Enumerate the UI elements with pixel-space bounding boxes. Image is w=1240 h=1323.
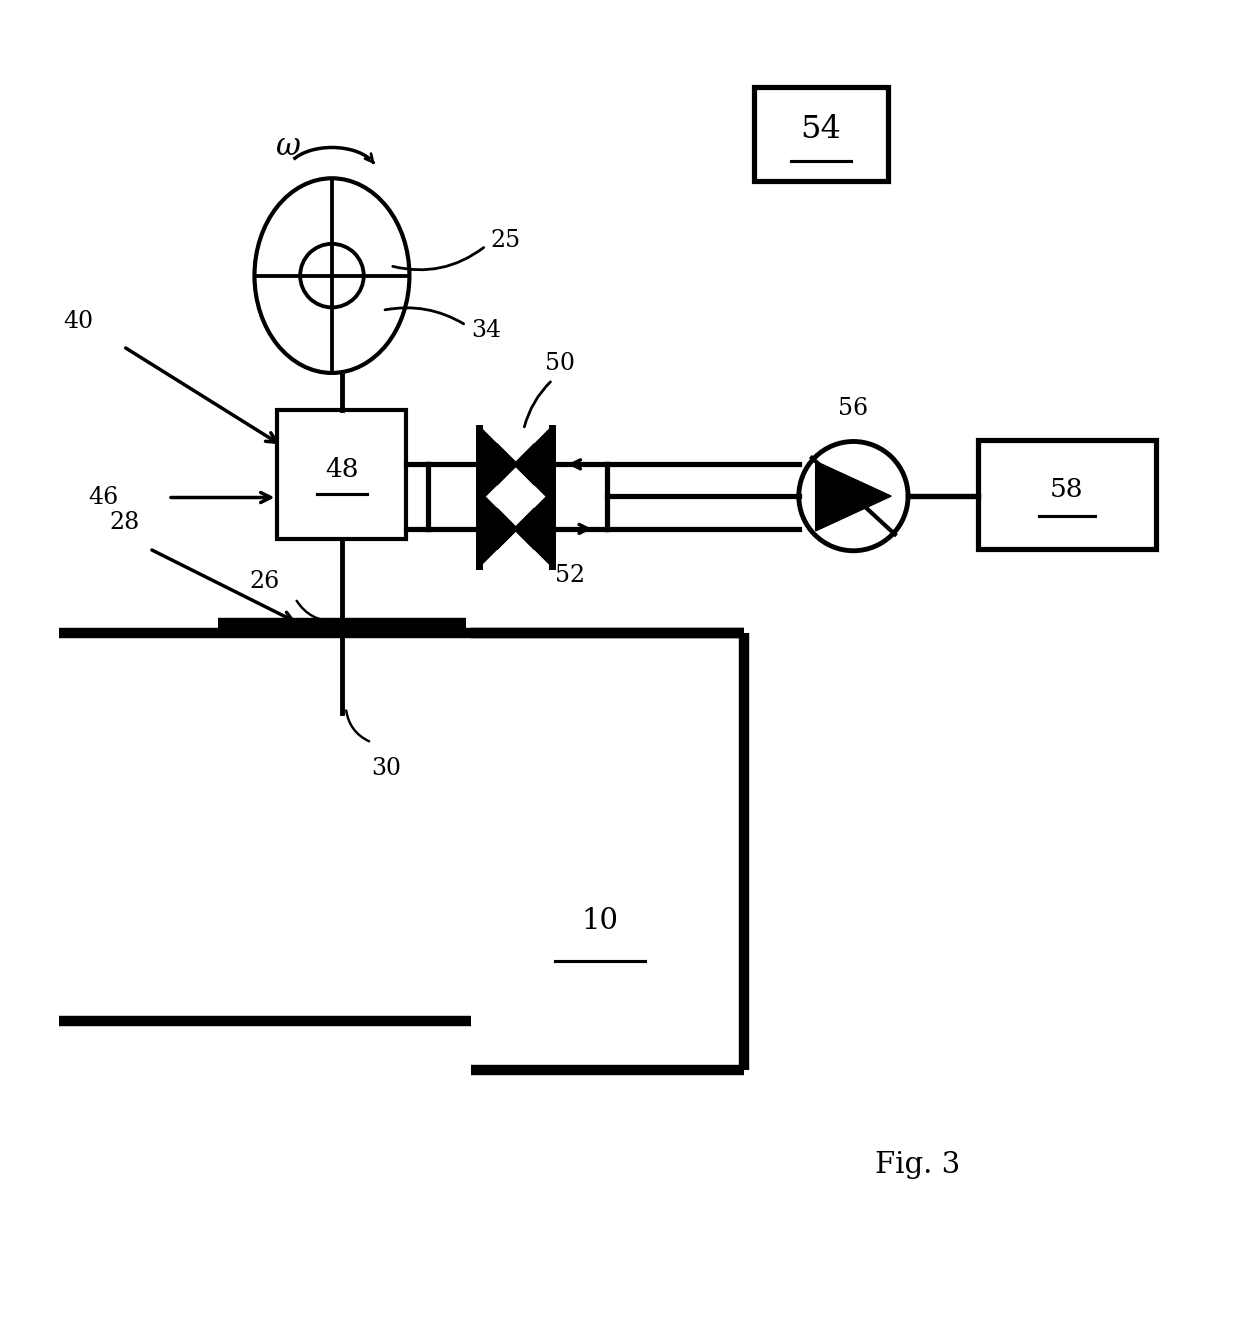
Text: 50: 50 [546, 352, 575, 374]
Circle shape [300, 243, 363, 307]
Text: 54: 54 [801, 114, 842, 144]
Text: 52: 52 [556, 564, 585, 586]
Text: 30: 30 [372, 757, 402, 781]
Bar [977, 439, 1157, 549]
Text: 46: 46 [88, 486, 118, 509]
Text: Fig. 3: Fig. 3 [875, 1151, 961, 1179]
Polygon shape [479, 492, 516, 566]
Text: 48: 48 [325, 456, 358, 482]
Text: 28: 28 [109, 511, 140, 534]
Text: 34: 34 [471, 319, 501, 341]
Bar [754, 87, 888, 181]
Text: 56: 56 [838, 397, 868, 419]
Ellipse shape [254, 179, 409, 373]
Polygon shape [479, 427, 516, 501]
Circle shape [799, 442, 908, 550]
Polygon shape [816, 462, 892, 531]
Polygon shape [516, 427, 553, 501]
Text: ω: ω [275, 131, 300, 161]
Text: 40: 40 [63, 310, 94, 333]
Text: 25: 25 [491, 229, 521, 253]
Text: 26: 26 [249, 570, 279, 594]
Polygon shape [516, 492, 553, 566]
Text: 10: 10 [582, 908, 619, 935]
Bar [278, 410, 407, 538]
Text: 58: 58 [1050, 476, 1084, 501]
